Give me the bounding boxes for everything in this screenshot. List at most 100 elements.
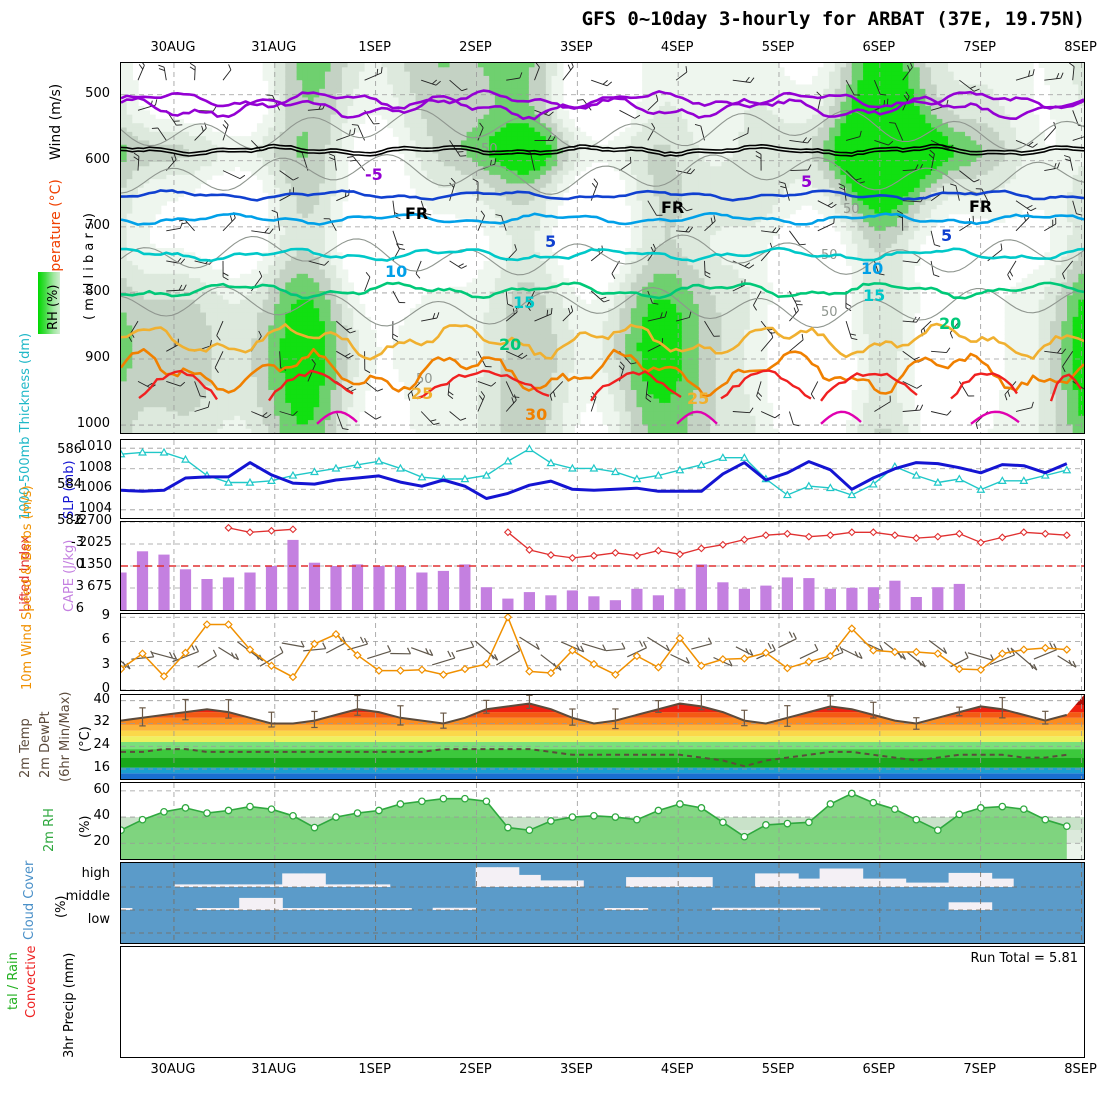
run-total-annotation: Run Total = 5.81	[970, 951, 1078, 966]
cape-ytick-3: 675	[87, 579, 112, 594]
upper-air-yticks: 500 600 700 800 900 1000	[50, 62, 114, 434]
cloud-high-bar	[647, 877, 670, 887]
cloud-high-bar	[669, 877, 692, 887]
cloud-middle-bar	[948, 902, 971, 910]
cape-ytick-0: 2700	[78, 513, 112, 528]
wind-barb	[907, 651, 926, 668]
cloud-high-bar	[690, 877, 713, 887]
date-label-7sep: 7SEP	[963, 1062, 996, 1077]
cape-bar	[717, 582, 729, 610]
date-label-2sep: 2SEP	[459, 40, 492, 55]
cloud-middle-bar	[970, 902, 993, 910]
wind-barb	[303, 648, 326, 652]
cloud-middle-bar	[346, 908, 369, 910]
date-label-5sep: 5SEP	[761, 40, 795, 55]
wind-barb	[735, 646, 754, 657]
date-label-2sep: 2SEP	[459, 1062, 492, 1077]
contour-label: FR	[405, 204, 428, 223]
contour-label: 15	[863, 286, 885, 305]
cloud-middle-bar	[626, 908, 649, 910]
cloud-high-bar	[798, 878, 821, 887]
cloud-middle-bar	[712, 907, 735, 910]
cloud-high-bar	[626, 877, 649, 887]
contour-label: 15	[513, 293, 535, 312]
cloud-high-bar	[991, 878, 1014, 887]
cloud-middle-bar	[798, 907, 821, 910]
cape-bar	[480, 587, 492, 610]
cloud-cover-rowlabels: high middle low	[62, 862, 114, 944]
contour-label: 30	[525, 405, 547, 424]
cape-bar	[953, 583, 965, 610]
page-title: GFS 0~10day 3-hourly for ARBAT (37E, 19.…	[581, 8, 1085, 30]
slp-line	[121, 460, 1068, 500]
upper-ytick-0: 500	[85, 85, 110, 101]
date-label-7sep: 7SEP	[963, 40, 996, 55]
li-ytick-4: 6	[75, 601, 84, 616]
lifted-index-line	[228, 527, 1067, 559]
rh-contour-label: 50	[481, 142, 498, 157]
temp-ytick-0: 40	[93, 691, 110, 707]
precip-convective-label: Convective	[24, 945, 39, 1018]
cape-bar	[158, 554, 170, 610]
slp-ytick-1: 1008	[78, 459, 112, 475]
contour-label: 20	[939, 314, 961, 333]
date-label-1sep: 1SEP	[358, 40, 391, 55]
cloud-cover-label: Cloud Cover	[22, 860, 37, 940]
date-label-30aug: 30AUG	[150, 1062, 196, 1077]
wind-barb	[455, 646, 474, 653]
cloud-high-bar	[325, 884, 348, 887]
slp-ytick-2: 1006	[78, 480, 112, 496]
wind-ytick-0: 9	[101, 608, 110, 624]
cloud-middle-bar	[432, 907, 455, 910]
cloud-middle-bar	[303, 908, 326, 910]
wind-barb	[799, 649, 819, 660]
cloud-middle-bar	[755, 907, 778, 910]
wind10m-yticks: 9 6 3 0	[56, 608, 114, 696]
cape-bar	[201, 579, 213, 610]
date-label-3sep: 3SEP	[560, 40, 593, 55]
date-label-30aug: 30AUG	[150, 40, 196, 55]
isotherm-10	[121, 212, 1084, 226]
panel-2m-temp-dewpt	[120, 694, 1085, 780]
wind-barb	[121, 660, 131, 670]
cloud-high-bar	[518, 874, 541, 887]
slp-ytick-3: 1004	[78, 500, 112, 516]
wind-barb	[1057, 655, 1077, 668]
cape-bar	[523, 592, 535, 610]
wind-ytick-1: 6	[101, 632, 110, 648]
cloud-middle-bar	[217, 908, 240, 910]
contour-label: -5	[365, 165, 383, 184]
isotherm-30	[121, 348, 1084, 398]
cloud-middle-bar	[239, 897, 262, 910]
cape-bar	[394, 566, 407, 610]
date-label-4sep: 4SEP	[660, 40, 694, 55]
cloud-middle-bar	[776, 907, 799, 910]
cloud-high-bar	[561, 880, 584, 887]
rh-ytick-2: 20	[93, 834, 110, 850]
cloud-middle-bar	[389, 908, 412, 910]
li-ytick-3: 3	[75, 579, 84, 594]
rh-contour-50	[121, 108, 1084, 328]
isotherm-15	[121, 246, 1084, 263]
cape-bar	[545, 595, 557, 610]
contour-label: 5	[545, 232, 556, 251]
temp-mask	[121, 695, 1084, 724]
wind-barb	[431, 657, 455, 666]
rh-ytick-0: 60	[93, 781, 110, 797]
wind-barb	[647, 636, 670, 652]
cape-bar	[738, 588, 750, 610]
wind-ytick-2: 3	[101, 656, 110, 672]
upper-ytick-3: 800	[85, 283, 110, 299]
date-label-5sep: 5SEP	[761, 1062, 795, 1077]
cloud-high-bar	[217, 884, 240, 887]
date-label-31aug: 31AUG	[251, 1062, 297, 1077]
dewpt2m-label: 2m DewPt	[38, 711, 53, 778]
cape-bar	[222, 577, 235, 610]
date-label-4sep: 4SEP	[660, 1062, 694, 1077]
cape-bar	[588, 596, 600, 610]
cape-bar	[287, 539, 299, 610]
slp-ytick-0: 1010	[78, 439, 112, 455]
cape-bar	[330, 566, 342, 610]
cloud-middle-bar	[325, 908, 348, 910]
isotherm--5	[121, 95, 1084, 121]
